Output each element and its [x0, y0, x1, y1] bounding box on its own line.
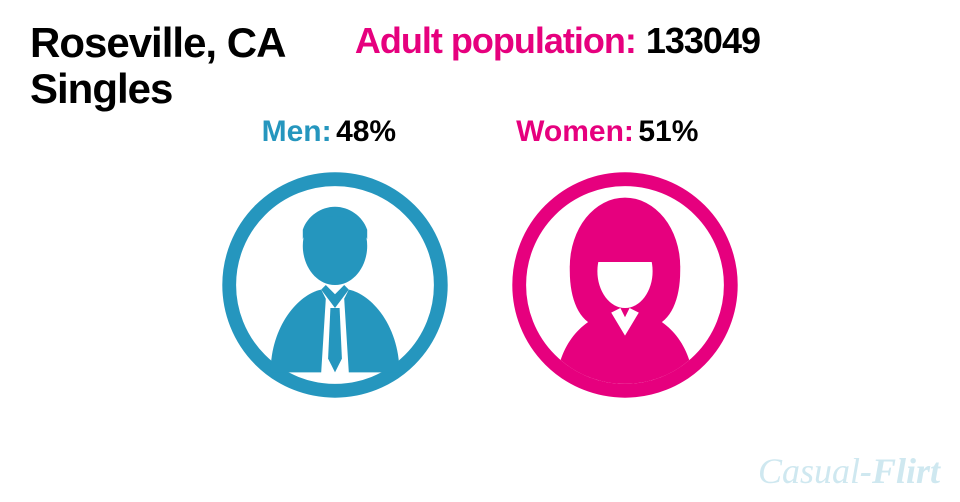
population-value: 133049 [646, 20, 760, 61]
women-stat: Women: 51% [516, 115, 698, 149]
men-stat: Men: 48% [262, 115, 397, 149]
header-left: Roseville, CA Singles [30, 20, 285, 112]
population-label: Adult population: [355, 20, 636, 61]
watermark: Casual-Flirt [758, 450, 940, 492]
page-subtitle: Singles [30, 66, 285, 112]
female-avatar-icon [510, 170, 740, 400]
location-title: Roseville, CA [30, 20, 285, 66]
women-label: Women: [516, 115, 634, 148]
population-block: Adult population: 133049 [355, 20, 760, 62]
icons-row [0, 170, 960, 400]
watermark-part1: Casual [758, 451, 860, 491]
women-value: 51% [638, 115, 698, 148]
stats-row: Men: 48% Women: 51% [0, 115, 960, 149]
watermark-part2: -Flirt [860, 451, 940, 491]
male-avatar-icon [220, 170, 450, 400]
men-label: Men: [262, 115, 332, 148]
men-value: 48% [336, 115, 396, 148]
